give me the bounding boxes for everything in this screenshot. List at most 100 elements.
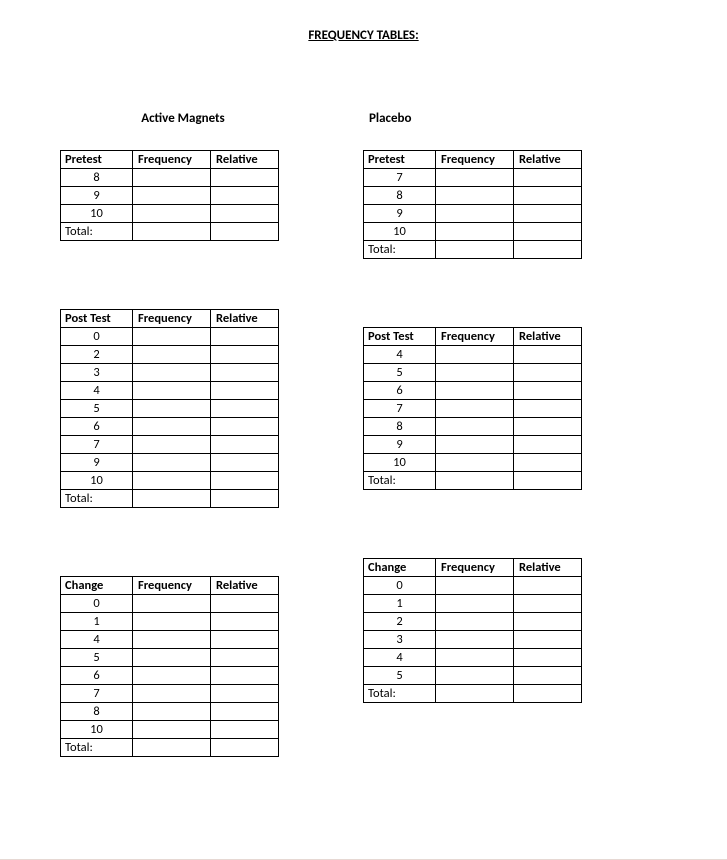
col-header-relative: Relative <box>211 151 279 169</box>
cell-relative <box>211 400 279 418</box>
table-row: 0 <box>364 577 582 595</box>
table-row: 4 <box>364 649 582 667</box>
table-row: 0 <box>61 595 279 613</box>
table-row: 5 <box>61 649 279 667</box>
cell-frequency <box>436 205 514 223</box>
cell-frequency <box>133 613 211 631</box>
cell-value: 2 <box>364 613 436 631</box>
cell-value: 9 <box>364 205 436 223</box>
cell-value: 4 <box>364 346 436 364</box>
cell-relative <box>514 418 582 436</box>
cell-relative <box>514 400 582 418</box>
cell-relative <box>514 364 582 382</box>
cell-frequency <box>436 631 514 649</box>
heading-placebo: Placebo <box>369 111 581 126</box>
cell-total-frequency <box>436 241 514 259</box>
cell-relative <box>514 169 582 187</box>
cell-relative <box>211 454 279 472</box>
cell-frequency <box>436 436 514 454</box>
table-row: 8 <box>364 187 582 205</box>
table-row: 0 <box>61 328 279 346</box>
cell-total-relative <box>514 685 582 703</box>
cell-frequency <box>436 649 514 667</box>
cell-frequency <box>133 631 211 649</box>
columns-container: Active Magnets PretestFrequencyRelative8… <box>60 111 667 825</box>
cell-total-label: Total: <box>364 472 436 490</box>
cell-frequency <box>436 169 514 187</box>
col-header-label: Post Test <box>61 310 133 328</box>
cell-relative <box>211 418 279 436</box>
cell-frequency <box>436 577 514 595</box>
cell-value: 10 <box>61 721 133 739</box>
table-row-total: Total: <box>364 685 582 703</box>
cell-relative <box>211 685 279 703</box>
table-row: 6 <box>61 418 279 436</box>
cell-value: 0 <box>61 328 133 346</box>
cell-frequency <box>133 187 211 205</box>
table-row: 2 <box>364 613 582 631</box>
cell-relative <box>514 613 582 631</box>
table-left-change: ChangeFrequencyRelative014567810Total: <box>60 576 279 757</box>
cell-relative <box>514 631 582 649</box>
table-row: 5 <box>61 400 279 418</box>
table-row: 7 <box>364 169 582 187</box>
cell-frequency <box>436 454 514 472</box>
table-row: 4 <box>61 382 279 400</box>
table-row: 8 <box>61 703 279 721</box>
cell-frequency <box>436 613 514 631</box>
col-header-frequency: Frequency <box>436 328 514 346</box>
table-row: 3 <box>61 364 279 382</box>
table-row: 10 <box>364 454 582 472</box>
cell-relative <box>211 328 279 346</box>
table-row: 6 <box>61 667 279 685</box>
cell-total-frequency <box>133 223 211 241</box>
cell-value: 5 <box>364 667 436 685</box>
cell-frequency <box>436 346 514 364</box>
cell-total-label: Total: <box>61 490 133 508</box>
table-row: 6 <box>364 382 582 400</box>
cell-relative <box>211 472 279 490</box>
cell-relative <box>211 436 279 454</box>
table-row-total: Total: <box>61 490 279 508</box>
page-title: FREQUENCY TABLES: <box>60 28 667 43</box>
cell-total-frequency <box>436 472 514 490</box>
table-row: 7 <box>61 685 279 703</box>
cell-total-frequency <box>133 739 211 757</box>
cell-frequency <box>436 595 514 613</box>
table-right-pretest: PretestFrequencyRelative78910Total: <box>363 150 582 259</box>
cell-total-frequency <box>133 490 211 508</box>
col-header-relative: Relative <box>514 559 582 577</box>
cell-relative <box>211 703 279 721</box>
cell-relative <box>514 223 582 241</box>
cell-value: 8 <box>364 187 436 205</box>
cell-frequency <box>133 364 211 382</box>
table-row: 4 <box>61 631 279 649</box>
col-header-frequency: Frequency <box>436 559 514 577</box>
table-row: 9 <box>61 454 279 472</box>
cell-value: 6 <box>61 667 133 685</box>
cell-total-label: Total: <box>364 241 436 259</box>
cell-total-frequency <box>436 685 514 703</box>
col-header-label: Change <box>61 577 133 595</box>
table-row: 9 <box>364 205 582 223</box>
cell-value: 4 <box>364 649 436 667</box>
table-row: 10 <box>61 205 279 223</box>
col-header-relative: Relative <box>514 151 582 169</box>
cell-value: 4 <box>61 382 133 400</box>
cell-value: 7 <box>364 169 436 187</box>
document-page: FREQUENCY TABLES: Active Magnets Pretest… <box>0 0 727 860</box>
cell-total-relative <box>211 223 279 241</box>
col-header-label: Pretest <box>364 151 436 169</box>
cell-value: 8 <box>61 703 133 721</box>
cell-relative <box>514 436 582 454</box>
cell-relative <box>211 721 279 739</box>
cell-relative <box>514 382 582 400</box>
cell-relative <box>211 613 279 631</box>
cell-value: 0 <box>61 595 133 613</box>
cell-relative <box>211 631 279 649</box>
cell-frequency <box>133 454 211 472</box>
cell-relative <box>211 364 279 382</box>
col-header-relative: Relative <box>211 310 279 328</box>
col-header-label: Post Test <box>364 328 436 346</box>
cell-frequency <box>133 436 211 454</box>
